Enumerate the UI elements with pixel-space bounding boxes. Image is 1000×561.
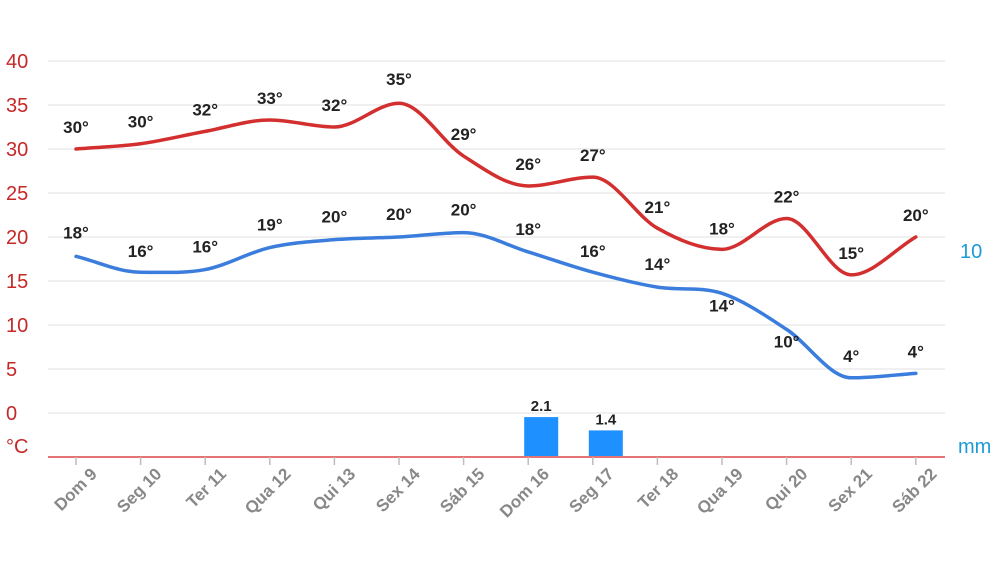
x-tick-label: Seg 17 (565, 464, 617, 516)
series-line-min (74, 230, 918, 380)
y-tick-left: 30 (6, 139, 28, 161)
y-tick-left: 35 (6, 95, 28, 117)
data-label-max: 29° (451, 125, 477, 144)
data-label-max: 35° (386, 70, 412, 89)
data-label-min: 19° (257, 216, 283, 235)
y-tick-left: 20 (6, 227, 28, 249)
data-label-max: 20° (903, 206, 929, 225)
y-tick-left: 15 (6, 271, 28, 293)
x-tick-label: Sex 14 (372, 464, 424, 516)
y-tick-left: 25 (6, 183, 28, 205)
x-tick-label: Ter 18 (634, 464, 682, 512)
y-tick-left: 10 (6, 315, 28, 337)
x-tick-label: Qui 13 (309, 464, 359, 514)
series-line-max (74, 101, 918, 277)
data-label-max: 18° (709, 219, 735, 238)
data-label-max: 30° (128, 113, 154, 132)
data-label-max: 15° (838, 244, 864, 263)
x-tick-label: Ter 11 (183, 464, 230, 511)
x-tick-label: Qui 20 (761, 464, 811, 514)
x-axis: Dom 9 Seg 10 Ter 11 Qua 12 Qui 13 Sex 14 Sáb 1… (48, 456, 945, 521)
precip-label: 2.1 (531, 398, 552, 415)
precip-bar (588, 430, 623, 457)
data-label-max: 32° (322, 96, 348, 115)
x-tick-label: Dom 16 (496, 464, 553, 521)
data-label-max: 32° (192, 100, 218, 119)
data-label-max: 27° (580, 146, 606, 165)
x-tick-label: Sex 21 (824, 464, 876, 516)
data-label-max: 21° (645, 198, 671, 217)
precip-bar (524, 417, 559, 457)
data-label-min: 4° (843, 347, 859, 366)
grid-lines (48, 60, 945, 414)
data-label-min: 16° (128, 242, 154, 261)
data-label-min: 20° (451, 201, 477, 220)
data-labels: 2.1 1.4 30° 30° 32° 33° 32° 35° 29° 26° 27° 21° 18° 2… (63, 70, 929, 428)
x-tick-label: Qua 19 (693, 464, 747, 518)
y-tick-left: 40 (6, 51, 28, 73)
data-label-min: 14° (645, 255, 671, 274)
data-label-min: 20° (386, 205, 412, 224)
data-label-min: 20° (322, 208, 348, 227)
x-tick-label: Dom 9 (51, 464, 101, 514)
temperature-lines (74, 101, 918, 380)
y-unit-right: mm (958, 436, 991, 458)
data-label-min: 14° (709, 296, 735, 315)
y-tick-left: 5 (6, 359, 17, 381)
y-unit-left: °C (6, 436, 28, 458)
x-tick-label: Sáb 15 (436, 464, 488, 516)
right-axis: 10 mm (958, 241, 991, 458)
data-label-max: 33° (257, 89, 283, 108)
left-axis: 40 35 30 25 20 15 10 5 0 °C (6, 51, 28, 458)
data-label-max: 26° (515, 155, 541, 174)
data-label-min: 16° (580, 242, 606, 261)
data-label-min: 18° (515, 220, 541, 239)
data-label-min: 16° (192, 238, 218, 257)
x-tick-label: Seg 10 (113, 464, 165, 516)
precip-label: 1.4 (595, 411, 617, 428)
x-tick-label: Qua 12 (241, 464, 295, 518)
y-tick-left: 0 (6, 403, 17, 425)
x-tick-label: Sáb 22 (888, 464, 940, 516)
data-label-min: 10° (774, 332, 800, 351)
precipitation-bars (524, 417, 623, 457)
data-label-min: 4° (908, 342, 924, 361)
data-label-max: 30° (63, 118, 89, 137)
y-tick-right: 10 (960, 241, 982, 263)
data-label-max: 22° (774, 188, 800, 207)
data-label-min: 18° (63, 223, 89, 242)
